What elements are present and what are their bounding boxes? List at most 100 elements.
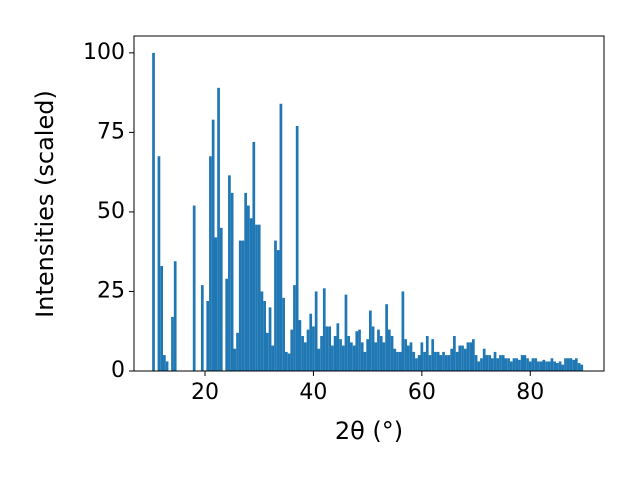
bar	[447, 355, 451, 371]
bar	[295, 126, 299, 372]
bar	[504, 358, 508, 371]
bar	[423, 351, 426, 371]
bar	[526, 358, 529, 371]
bar	[214, 237, 218, 371]
bar	[290, 329, 294, 371]
bar	[260, 291, 264, 371]
bar	[320, 336, 323, 371]
bar	[379, 336, 383, 371]
bar	[322, 288, 326, 371]
y-tick-label: 50	[97, 199, 125, 224]
y-tick-label: 25	[97, 278, 125, 303]
bar	[444, 355, 448, 371]
bar	[499, 355, 502, 371]
bar	[249, 218, 253, 371]
x-tick-label: 20	[191, 380, 219, 405]
bar	[564, 358, 567, 371]
bar	[230, 192, 234, 371]
bar	[480, 358, 483, 371]
bar	[471, 339, 475, 371]
bar	[233, 348, 237, 371]
bar	[450, 348, 454, 371]
bar	[165, 361, 169, 371]
bar	[520, 355, 524, 371]
bar	[306, 329, 310, 371]
bar	[396, 351, 399, 371]
bar	[358, 329, 361, 371]
bar	[200, 285, 204, 371]
y-tick-label: 75	[97, 119, 125, 144]
bar	[355, 331, 359, 371]
bar	[152, 52, 155, 371]
bar	[469, 342, 472, 371]
bar	[366, 339, 369, 371]
bar	[523, 355, 527, 371]
bar	[236, 332, 239, 371]
bar	[537, 361, 540, 371]
bar	[569, 358, 573, 371]
bar	[303, 342, 307, 371]
bar	[404, 339, 407, 371]
x-tick-label: 40	[299, 380, 327, 405]
bar	[580, 364, 584, 371]
bar	[339, 339, 342, 371]
bar	[328, 326, 332, 371]
bar	[206, 301, 210, 371]
bar	[271, 345, 275, 371]
bar	[282, 297, 285, 371]
bar	[431, 339, 435, 371]
bar	[409, 342, 413, 371]
bar	[572, 359, 575, 371]
bar	[225, 278, 229, 371]
bar	[463, 348, 467, 371]
bar	[534, 358, 538, 371]
bar	[374, 342, 378, 371]
bar	[512, 358, 516, 371]
bar	[352, 345, 356, 371]
bar	[192, 205, 196, 371]
plot-frame	[133, 35, 605, 372]
bar	[247, 205, 250, 371]
bar	[434, 351, 437, 371]
bar	[488, 355, 491, 371]
bar	[369, 310, 372, 371]
bar	[493, 351, 497, 371]
bar	[412, 351, 416, 371]
bar	[325, 326, 329, 371]
bar	[425, 336, 429, 371]
bar	[393, 348, 397, 371]
y-tick-label: 0	[111, 358, 125, 383]
bar	[420, 342, 424, 371]
bar	[417, 355, 421, 371]
bar	[279, 103, 283, 371]
bar	[173, 261, 177, 371]
bar	[415, 358, 418, 371]
bar	[211, 119, 215, 371]
bar	[371, 326, 375, 371]
bar	[276, 250, 280, 371]
bar	[217, 87, 220, 371]
bar	[501, 355, 505, 371]
y-axis-label: Intensities (scaled)	[31, 90, 59, 318]
bar	[350, 342, 353, 371]
bar	[515, 358, 519, 371]
bar	[266, 332, 269, 371]
bar	[228, 175, 231, 371]
bar	[542, 359, 546, 371]
bar	[244, 192, 248, 371]
bar	[406, 345, 410, 371]
bar	[163, 355, 166, 371]
bar	[341, 345, 345, 371]
bar	[382, 342, 386, 371]
bar	[284, 351, 288, 371]
bar	[344, 294, 348, 371]
bar	[428, 355, 432, 371]
bar	[401, 291, 405, 371]
bar	[274, 240, 277, 371]
bar	[360, 342, 364, 371]
bar	[439, 355, 443, 371]
bar	[363, 351, 367, 371]
bar	[466, 342, 470, 371]
bar	[333, 336, 337, 371]
